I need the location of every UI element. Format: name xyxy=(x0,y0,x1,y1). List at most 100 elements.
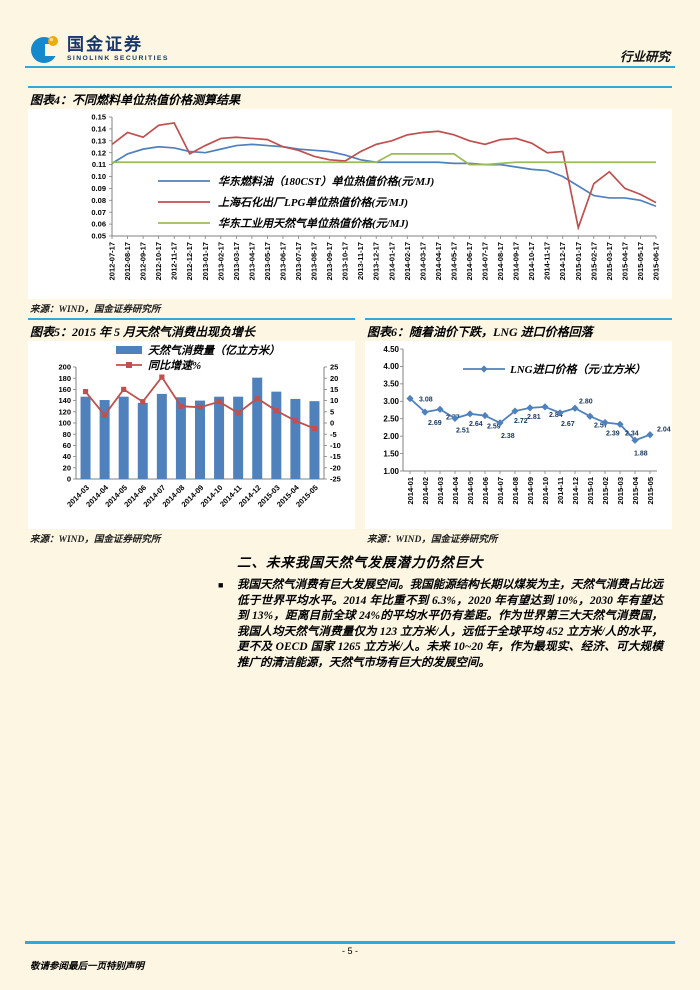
svg-text:-25: -25 xyxy=(330,475,341,484)
svg-text:2015-02: 2015-02 xyxy=(601,477,610,505)
svg-text:2014-05: 2014-05 xyxy=(466,477,475,505)
svg-text:2015-01: 2015-01 xyxy=(586,477,595,505)
svg-text:2013-02-17: 2013-02-17 xyxy=(216,242,225,280)
body-paragraph: 我国天然气消费有巨大发展空间。我国能源结构长期以煤炭为主，天然气消费占比远低于世… xyxy=(237,578,663,672)
svg-text:2014-09-17: 2014-09-17 xyxy=(512,242,521,280)
svg-text:2015-06-17: 2015-06-17 xyxy=(652,242,661,280)
figure6-source: 来源：WIND，国金证券研究所 xyxy=(367,535,498,545)
footer-disclaimer: 敬请参阅最后一页特别声明 xyxy=(30,962,145,972)
svg-text:180: 180 xyxy=(58,374,71,383)
svg-text:2012-10-17: 2012-10-17 xyxy=(154,242,163,280)
svg-text:2.69: 2.69 xyxy=(428,420,442,427)
svg-text:2.00: 2.00 xyxy=(383,432,399,441)
svg-text:2.38: 2.38 xyxy=(501,433,515,440)
svg-text:2013-08-17: 2013-08-17 xyxy=(310,242,319,280)
svg-text:0.10: 0.10 xyxy=(91,172,106,181)
svg-text:2014-12-17: 2014-12-17 xyxy=(558,242,567,280)
svg-text:LNG进口价格（元/立方米）: LNG进口价格（元/立方米） xyxy=(509,363,646,376)
svg-text:4.50: 4.50 xyxy=(383,345,399,354)
svg-text:2015-04-17: 2015-04-17 xyxy=(620,242,629,280)
svg-text:0.12: 0.12 xyxy=(91,148,106,157)
svg-text:80: 80 xyxy=(63,430,71,439)
svg-text:0.11: 0.11 xyxy=(92,160,106,169)
svg-text:140: 140 xyxy=(58,396,71,405)
svg-text:2015-03: 2015-03 xyxy=(616,477,625,505)
svg-text:2015-05: 2015-05 xyxy=(646,477,655,505)
svg-text:2.04: 2.04 xyxy=(657,427,671,434)
svg-text:2014-01-17: 2014-01-17 xyxy=(387,242,396,280)
svg-text:2014-03-17: 2014-03-17 xyxy=(418,242,427,280)
svg-text:2014-06: 2014-06 xyxy=(481,477,490,505)
section-heading: 二、未来我国天然气发展潜力仍然巨大 xyxy=(237,555,484,570)
svg-text:2.84: 2.84 xyxy=(549,412,563,419)
svg-text:2012-09-17: 2012-09-17 xyxy=(139,242,148,280)
svg-text:2014-07-17: 2014-07-17 xyxy=(481,242,490,280)
bullet-square-icon: ■ xyxy=(218,580,224,590)
svg-text:2013-11-17: 2013-11-17 xyxy=(356,242,365,280)
svg-text:2014-08: 2014-08 xyxy=(511,477,520,505)
svg-text:20: 20 xyxy=(63,463,71,472)
svg-text:-15: -15 xyxy=(330,452,341,461)
svg-text:2014-10-17: 2014-10-17 xyxy=(527,242,536,280)
svg-text:2014-10: 2014-10 xyxy=(541,477,550,505)
svg-text:2014-04: 2014-04 xyxy=(451,476,460,504)
svg-text:2013-12-17: 2013-12-17 xyxy=(372,242,381,280)
svg-text:3.00: 3.00 xyxy=(383,397,399,406)
svg-text:0.06: 0.06 xyxy=(91,220,106,229)
svg-text:0.13: 0.13 xyxy=(91,136,106,145)
sinolink-logo-icon xyxy=(31,36,59,63)
svg-text:2.72: 2.72 xyxy=(514,418,528,425)
svg-text:2.81: 2.81 xyxy=(527,414,541,421)
svg-text:2013-07-17: 2013-07-17 xyxy=(294,242,303,280)
svg-text:2014-11-17: 2014-11-17 xyxy=(543,242,552,280)
svg-text:天然气消费量（亿立方米）: 天然气消费量（亿立方米） xyxy=(148,344,280,357)
svg-text:2.39: 2.39 xyxy=(606,431,620,438)
svg-text:-10: -10 xyxy=(330,441,341,450)
footer-divider xyxy=(25,941,675,944)
svg-text:2014-08-17: 2014-08-17 xyxy=(496,242,505,280)
svg-text:2012-08-17: 2012-08-17 xyxy=(123,242,132,280)
svg-text:2014-12: 2014-12 xyxy=(571,477,580,505)
svg-text:10: 10 xyxy=(330,396,338,405)
figure4-source: 来源：WIND，国金证券研究所 xyxy=(30,305,161,315)
svg-text:60: 60 xyxy=(63,441,71,450)
svg-text:2015-05-17: 2015-05-17 xyxy=(636,242,645,280)
svg-text:2014-03: 2014-03 xyxy=(436,477,445,505)
svg-text:3.08: 3.08 xyxy=(419,396,433,403)
svg-text:2013-04-17: 2013-04-17 xyxy=(247,242,256,280)
svg-text:5: 5 xyxy=(330,407,334,416)
gas-consumption-chart: 020406080100120140160180200-25-20-15-10-… xyxy=(58,344,341,509)
svg-text:2015-01-17: 2015-01-17 xyxy=(574,242,583,280)
svg-text:120: 120 xyxy=(58,407,71,416)
svg-text:2014-01: 2014-01 xyxy=(406,477,415,505)
svg-text:160: 160 xyxy=(58,385,71,394)
svg-text:2.64: 2.64 xyxy=(469,421,483,428)
header-divider xyxy=(25,66,675,68)
svg-text:2015-03-17: 2015-03-17 xyxy=(605,242,614,280)
svg-text:25: 25 xyxy=(330,363,338,372)
fuel-heat-price-chart: 0.05 0.06 0.07 0.08 0.09 0.10 0.11 0.12 0.13 0.14… xyxy=(91,113,661,281)
brand-name-cn: 国金证券 xyxy=(67,34,143,54)
svg-text:2012-11-17: 2012-11-17 xyxy=(170,242,179,280)
svg-text:2.50: 2.50 xyxy=(383,415,399,424)
svg-text:0.15: 0.15 xyxy=(91,113,106,122)
svg-text:2.67: 2.67 xyxy=(561,421,575,428)
figure4-chart-panel: 0.05 0.06 0.07 0.08 0.09 0.10 0.11 0.12 0.13 0.14… xyxy=(28,109,672,299)
svg-text:-20: -20 xyxy=(330,463,341,472)
svg-text:2.80: 2.80 xyxy=(579,398,593,405)
svg-text:2014-02-17: 2014-02-17 xyxy=(403,242,412,280)
svg-text:4.00: 4.00 xyxy=(383,362,399,371)
svg-text:0.09: 0.09 xyxy=(91,184,106,193)
svg-text:2014-11: 2014-11 xyxy=(556,477,565,504)
svg-text:同比增速%: 同比增速% xyxy=(148,359,201,372)
svg-text:0.05: 0.05 xyxy=(91,232,106,241)
figure5-chart-panel: 0 20 40 60 80 100 120 140 160 180 200 -25 -20 -15 -10-… xyxy=(28,341,355,529)
svg-text:2014-09: 2014-09 xyxy=(526,477,535,505)
figure6-chart-panel: 1.00 1.50 2.00 2.50 3.00 3.50 4.00 4.50 2014-01 2… xyxy=(365,341,672,529)
svg-text:2014-06-17: 2014-06-17 xyxy=(465,242,474,280)
svg-text:上海石化出厂LPG单位热值价格(元/MJ): 上海石化出厂LPG单位热值价格(元/MJ) xyxy=(218,196,408,209)
svg-text:0: 0 xyxy=(67,475,71,484)
svg-text:2.59: 2.59 xyxy=(487,424,501,431)
svg-text:2013-03-17: 2013-03-17 xyxy=(232,242,241,280)
